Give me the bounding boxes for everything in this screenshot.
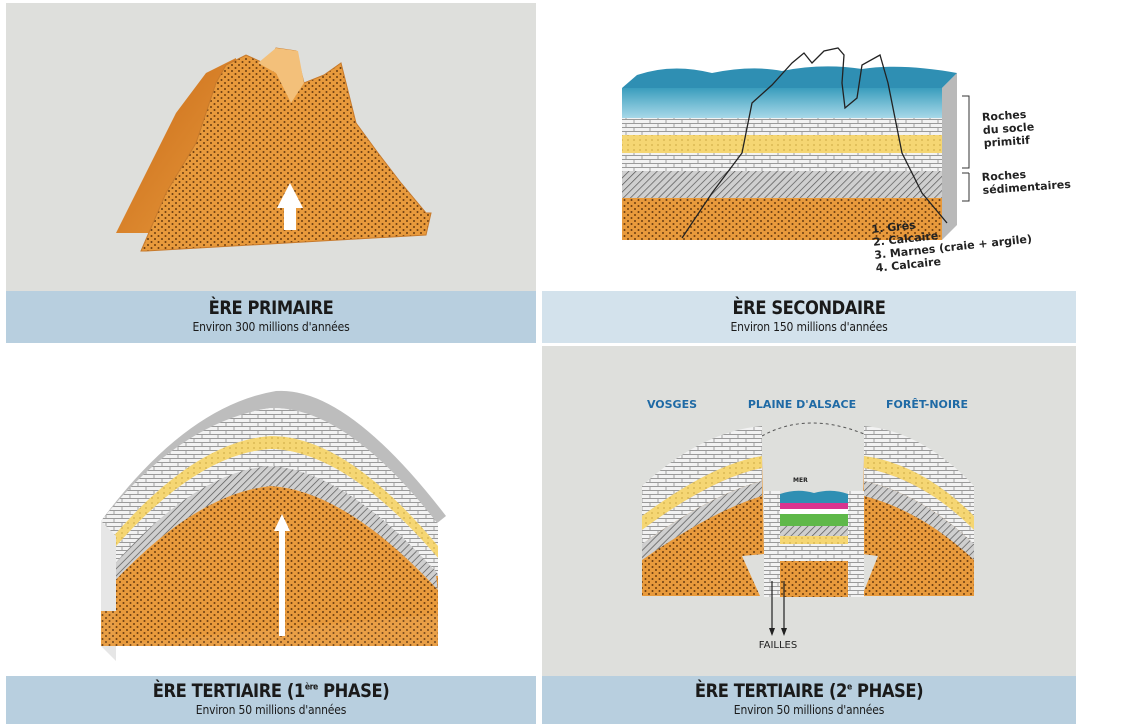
- graben-brick-low: [780, 544, 848, 561]
- caption-band-tertiaire-2: ÈRE TERTIAIRE (2e PHASE) Environ 50 mill…: [542, 676, 1076, 724]
- fault-wall-left: [764, 491, 780, 597]
- uplift-arrow-2: [274, 514, 290, 636]
- bracket: [962, 95, 970, 202]
- panel-ere-tertiaire-1: ÈRE TERTIAIRE (1ère PHASE) Environ 50 mi…: [6, 346, 536, 724]
- left-block-yellow: [642, 456, 762, 530]
- caption-band-secondaire: ÈRE SECONDAIRE Environ 150 millions d'an…: [542, 291, 1076, 343]
- bracket-top-line-1: Roches: [982, 108, 1028, 124]
- graben-magenta: [780, 503, 848, 509]
- fold-limestone-2: [101, 449, 438, 580]
- graben-yellow: [780, 536, 848, 544]
- former-arch: [761, 422, 865, 437]
- left-block-brick: [642, 426, 762, 516]
- right-block-hatch: [864, 481, 974, 560]
- left-block-hatch: [642, 481, 762, 560]
- panel-ere-primaire: ÈRE PRIMAIRE Environ 300 millions d'anné…: [6, 3, 536, 343]
- rift-valley-diagram: VOSGES PLAINE D'ALSACE FORÊT-NOIRE MER: [642, 398, 974, 651]
- water-top: [622, 66, 957, 88]
- fold-hatch: [101, 466, 438, 596]
- right-block-yellow: [864, 456, 974, 530]
- title-secondaire: ÈRE SECONDAIRE: [732, 297, 886, 319]
- mountain-outline: [681, 47, 948, 239]
- fold-yellow: [101, 436, 438, 564]
- legend-item-1: 1. Grès: [871, 218, 917, 236]
- tertiary-fold-diagram: [101, 390, 446, 661]
- primary-mountain-diagram: [116, 47, 432, 252]
- layer-orange: [622, 198, 942, 240]
- caption-band-tertiaire-1: ÈRE TERTIAIRE (1ère PHASE) Environ 50 mi…: [6, 676, 536, 724]
- fold-top-surface: [101, 390, 446, 536]
- bracket-bottom-line-2: sédimentaires: [982, 178, 1071, 197]
- secondary-layers-diagram: Roches du socle primitif Roches sédiment…: [622, 47, 1072, 275]
- subtitle-tertiaire-2: Environ 50 millions d'années: [733, 703, 885, 717]
- subtitle-primaire: Environ 300 millions d'années: [192, 320, 350, 334]
- panel-ere-secondaire: Roches du socle primitif Roches sédiment…: [542, 3, 1076, 343]
- fault-arrow-right: [781, 628, 787, 636]
- fault-wall-right: [848, 491, 864, 597]
- right-block-brick: [864, 426, 974, 516]
- panel-ere-tertiaire-2: VOSGES PLAINE D'ALSACE FORÊT-NOIRE MER: [542, 346, 1076, 724]
- layer-hatch: [622, 171, 942, 198]
- side-face: [942, 73, 957, 240]
- graben-green: [780, 514, 848, 526]
- label-foret-noire: FORÊT-NOIRE: [886, 398, 968, 411]
- uplift-arrow: [277, 183, 303, 230]
- mountain-block: [140, 47, 432, 252]
- subtitle-tertiaire-1: Environ 50 millions d'années: [195, 703, 347, 717]
- title-tertiaire-2: ÈRE TERTIAIRE (2e PHASE): [694, 680, 924, 702]
- fold-limestone: [101, 407, 438, 551]
- right-block-brick-2: [864, 468, 974, 544]
- bracket-top-line-2: du socle: [982, 120, 1034, 137]
- graben-white: [780, 509, 848, 514]
- layer-yellow: [622, 135, 942, 153]
- layer-water: [622, 88, 942, 118]
- label-plaine-alsace: PLAINE D'ALSACE: [748, 398, 856, 411]
- subtitle-secondaire: Environ 150 millions d'années: [730, 320, 888, 334]
- peak-highlight: [258, 48, 304, 103]
- layer-limestone: [622, 153, 942, 171]
- graben-sea: [780, 490, 848, 503]
- graben-orange: [780, 561, 848, 597]
- fold-base: [101, 611, 438, 646]
- label-failles: FAILLES: [759, 640, 797, 651]
- svg-text:Roches sédimentaires: Roches sédimentaires: [981, 165, 1071, 197]
- label-vosges: VOSGES: [647, 398, 697, 411]
- left-block-brick-2: [642, 468, 762, 544]
- caption-band-primaire: ÈRE PRIMAIRE Environ 300 millions d'anné…: [6, 291, 536, 343]
- title-primaire: ÈRE PRIMAIRE: [208, 297, 334, 319]
- bracket-bottom-line-1: Roches: [981, 168, 1027, 184]
- title-tertiaire-1: ÈRE TERTIAIRE (1ère PHASE): [152, 680, 390, 702]
- bracket-top-line-3: primitif: [983, 134, 1030, 150]
- svg-text:Roches du socle pr: Roches du socle primitif: [982, 107, 1040, 150]
- fault-arrow-left: [769, 628, 775, 636]
- layer-sandstone: [622, 118, 942, 135]
- label-mer: MER: [793, 477, 808, 484]
- fold-core: [101, 486, 438, 646]
- graben-hatch: [780, 526, 848, 536]
